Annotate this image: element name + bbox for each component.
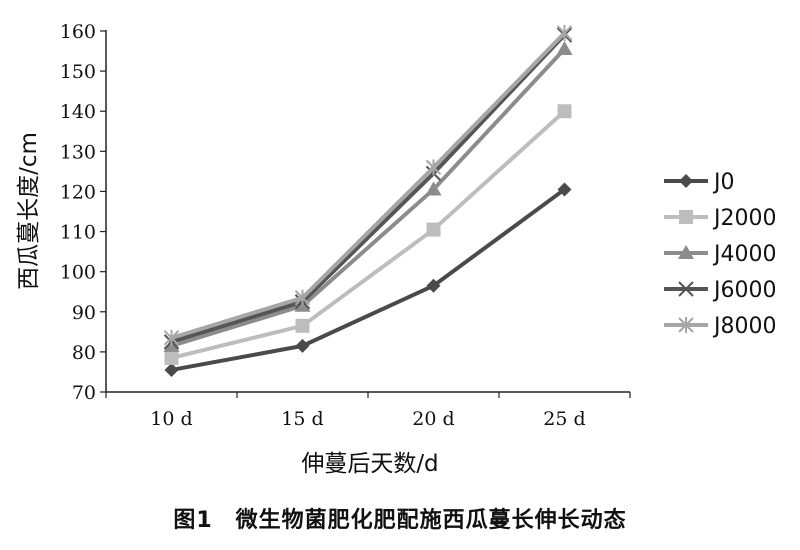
legend-item: J0 <box>664 170 735 195</box>
figure-caption: 图1 微生物菌肥化肥配施西瓜蔓长伸长动态 <box>173 508 627 533</box>
y-tick-label: 80 <box>72 342 96 364</box>
data-point <box>426 222 441 237</box>
legend: J0 J2000 J4000 J6000 J8000 <box>664 170 776 339</box>
y-axis-ticks: 70 80 90 100 110 120 130 140 150 160 <box>60 21 106 404</box>
series-line <box>171 187 566 372</box>
legend-item: J2000 <box>664 206 776 231</box>
series-J8000 <box>163 25 573 346</box>
data-point <box>556 41 573 56</box>
data-point <box>164 350 179 365</box>
y-tick-label: 120 <box>60 181 96 203</box>
y-tick-label: 100 <box>60 262 96 284</box>
legend-marker <box>678 317 694 333</box>
legend-item: J4000 <box>664 242 776 267</box>
y-tick-label: 110 <box>60 222 96 244</box>
y-tick-label: 90 <box>72 302 96 324</box>
x-tick-label: 20 d <box>412 408 454 430</box>
series-J2000 <box>164 104 572 365</box>
data-point <box>425 181 442 196</box>
data-point <box>295 318 310 333</box>
series-layer <box>163 25 573 377</box>
legend-label: J2000 <box>712 206 776 231</box>
series-line <box>170 33 566 344</box>
series-line <box>170 47 566 348</box>
legend-item: J8000 <box>664 314 776 339</box>
legend-label: J8000 <box>712 314 776 339</box>
data-point <box>557 104 572 119</box>
data-point <box>556 25 573 42</box>
legend-item: J6000 <box>664 278 776 303</box>
data-point <box>294 289 311 306</box>
y-tick-label: 150 <box>60 61 96 83</box>
x-axis-title: 伸蔓后天数/d <box>301 451 438 477</box>
data-point <box>164 362 179 377</box>
data-point <box>557 182 572 197</box>
data-point <box>426 278 441 293</box>
series-line <box>171 109 566 360</box>
series-J0 <box>164 182 572 377</box>
legend-label: J4000 <box>712 242 776 267</box>
legend-marker <box>678 245 694 259</box>
series-line <box>170 31 566 340</box>
y-tick-label: 160 <box>60 21 96 43</box>
y-tick-label: 70 <box>72 382 96 404</box>
data-point <box>163 329 180 346</box>
legend-label: J6000 <box>712 278 776 303</box>
legend-marker <box>678 281 694 297</box>
x-axis-ticks: 10 d 15 d 20 d 25 d <box>105 392 631 430</box>
legend-marker <box>679 210 693 224</box>
legend-label: J0 <box>712 170 735 195</box>
x-tick-label: 15 d <box>281 408 323 430</box>
x-tick-label: 10 d <box>150 408 192 430</box>
y-tick-label: 140 <box>60 101 96 123</box>
line-chart: 70 80 90 100 110 120 130 140 150 160 10 d 15 d 20 d… <box>16 21 776 477</box>
data-point <box>295 338 310 353</box>
legend-marker <box>679 174 693 188</box>
y-tick-label: 130 <box>60 141 96 163</box>
series-J6000 <box>163 27 573 350</box>
y-axis-title: 西瓜蔓长度/cm <box>16 132 42 290</box>
data-point <box>425 159 442 176</box>
x-tick-label: 25 d <box>543 408 585 430</box>
